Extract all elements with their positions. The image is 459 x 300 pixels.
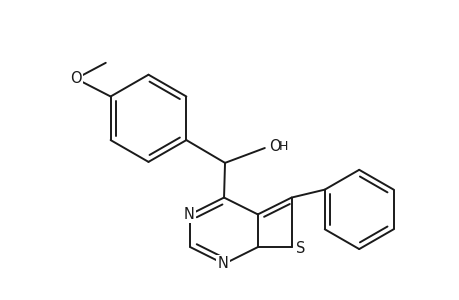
Text: N: N — [217, 256, 228, 272]
Text: N: N — [184, 207, 194, 222]
Text: O: O — [70, 71, 82, 86]
Text: S: S — [295, 241, 304, 256]
Text: H: H — [278, 140, 287, 152]
Text: O: O — [268, 139, 280, 154]
